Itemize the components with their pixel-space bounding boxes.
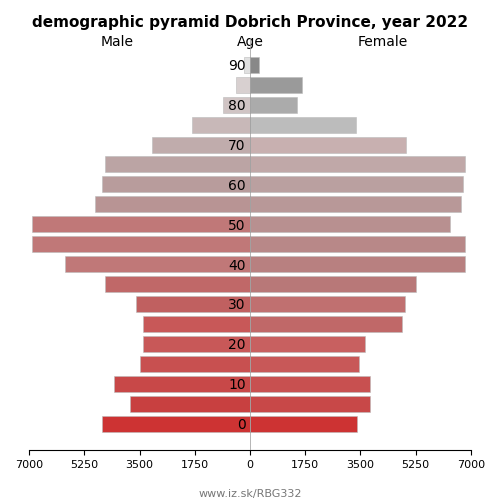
Bar (250, 176, 463, 192)
Bar (140, 356, 250, 372)
Bar (236, 77, 250, 92)
Bar (250, 296, 404, 312)
Bar (130, 396, 250, 411)
Bar (250, 196, 462, 212)
Bar (250, 416, 358, 432)
Bar (66, 256, 250, 272)
Bar (114, 376, 250, 392)
Bar (142, 316, 250, 332)
Bar (250, 316, 402, 332)
Bar (223, 96, 250, 112)
Bar (250, 236, 464, 252)
Bar (152, 136, 250, 152)
Bar (250, 256, 464, 272)
Bar (250, 276, 416, 292)
Bar (250, 376, 370, 392)
Bar (250, 336, 365, 352)
Text: Age: Age (236, 35, 264, 49)
Bar (250, 77, 302, 92)
Bar (32, 216, 250, 232)
Bar (102, 176, 250, 192)
Text: www.iz.sk/RBG332: www.iz.sk/RBG332 (198, 490, 302, 500)
Bar (105, 276, 250, 292)
Bar (105, 156, 250, 172)
Bar (192, 116, 250, 132)
Bar (250, 216, 450, 232)
Bar (136, 296, 250, 312)
Bar (250, 396, 370, 411)
Bar (96, 196, 250, 212)
Title: demographic pyramid Dobrich Province, year 2022: demographic pyramid Dobrich Province, ye… (32, 15, 468, 30)
Bar (250, 116, 356, 132)
Bar (244, 57, 250, 73)
Bar (250, 96, 298, 112)
Bar (32, 236, 250, 252)
Bar (250, 136, 406, 152)
Bar (142, 336, 250, 352)
Bar (102, 416, 250, 432)
Text: Female: Female (358, 35, 408, 49)
Bar (250, 57, 260, 73)
Text: Male: Male (101, 35, 134, 49)
Bar (250, 356, 359, 372)
Bar (250, 156, 464, 172)
